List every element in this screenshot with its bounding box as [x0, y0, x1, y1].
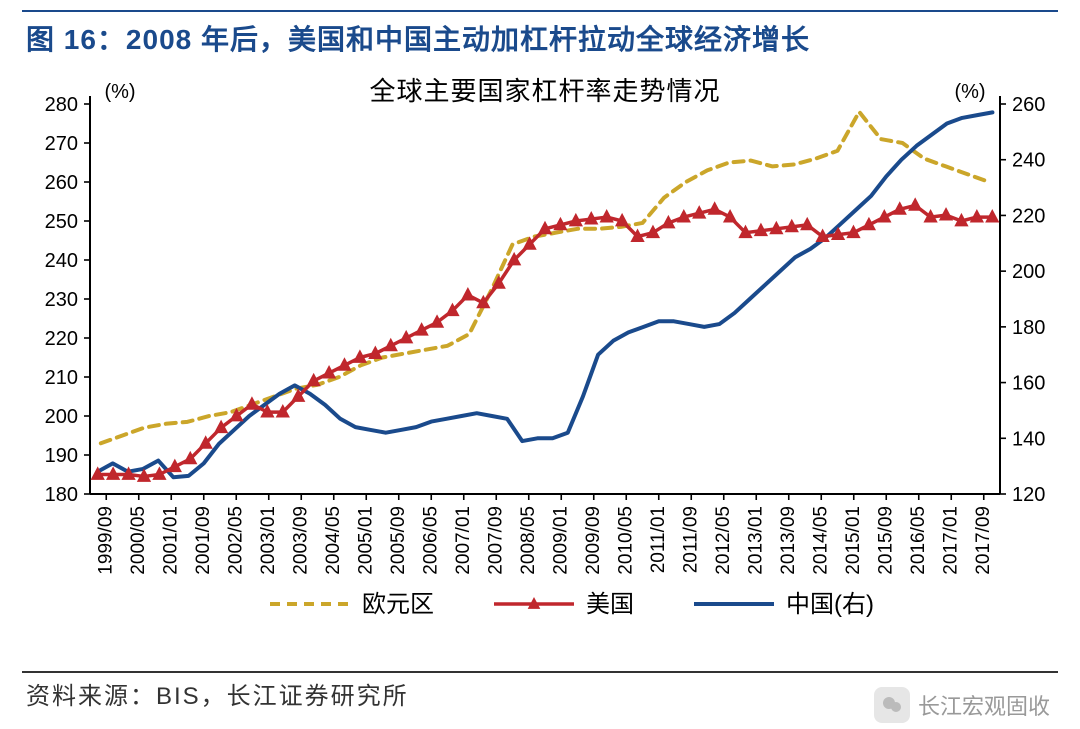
source-label: 资料来源：BIS，长江证券研究所	[26, 676, 409, 711]
line-chart: 180 190 200 210 220 230 240 250 260 270 280 120 140 1…	[0, 64, 1080, 666]
svg-text:210: 210	[45, 367, 78, 389]
svg-text:180: 180	[45, 484, 78, 506]
svg-text:2012/05: 2012/05	[713, 506, 734, 575]
svg-text:280: 280	[45, 94, 78, 116]
svg-text:230: 230	[45, 289, 78, 311]
svg-text:2001/01: 2001/01	[160, 506, 181, 575]
svg-text:欧元区: 欧元区	[362, 591, 434, 618]
watermark: 长江宏观固收	[874, 687, 1050, 723]
svg-text:2007/09: 2007/09	[485, 506, 506, 575]
svg-text:2000/05: 2000/05	[128, 506, 149, 575]
svg-text:2005/09: 2005/09	[388, 506, 409, 575]
svg-text:120: 120	[1012, 484, 1045, 506]
svg-text:2002/05: 2002/05	[225, 506, 246, 575]
svg-text:220: 220	[45, 328, 78, 350]
svg-text:2014/05: 2014/05	[810, 506, 831, 575]
svg-text:中国(右): 中国(右)	[786, 591, 874, 618]
svg-text:2016/05: 2016/05	[908, 506, 929, 575]
svg-text:200: 200	[45, 406, 78, 428]
svg-text:2010/05: 2010/05	[615, 506, 636, 575]
svg-text:2007/01: 2007/01	[453, 506, 474, 575]
svg-text:160: 160	[1012, 373, 1045, 395]
svg-text:180: 180	[1012, 317, 1045, 339]
svg-text:2013/01: 2013/01	[745, 506, 766, 575]
figure-container: 图 16：2008 年后，美国和中国主动加杠杆拉动全球经济增长 180 190 20…	[0, 0, 1080, 729]
svg-text:(%): (%)	[104, 81, 135, 103]
svg-text:240: 240	[45, 250, 78, 272]
bottom-rule	[22, 671, 1058, 673]
svg-text:全球主要国家杠杆率走势情况: 全球主要国家杠杆率走势情况	[369, 76, 720, 106]
svg-text:200: 200	[1012, 261, 1045, 283]
svg-text:美国: 美国	[586, 591, 634, 618]
svg-text:2015/01: 2015/01	[843, 506, 864, 575]
svg-text:2009/09: 2009/09	[583, 506, 604, 575]
svg-text:2004/05: 2004/05	[323, 506, 344, 575]
svg-text:2013/09: 2013/09	[778, 506, 799, 575]
figure-title: 图 16：2008 年后，美国和中国主动加杠杆拉动全球经济增长	[26, 18, 810, 58]
svg-text:2006/05: 2006/05	[420, 506, 441, 575]
svg-text:140: 140	[1012, 428, 1045, 450]
svg-text:220: 220	[1012, 205, 1045, 227]
wechat-icon	[874, 687, 910, 723]
svg-text:1999/09: 1999/09	[95, 506, 116, 575]
svg-text:2003/09: 2003/09	[290, 506, 311, 575]
svg-text:2003/01: 2003/01	[258, 506, 279, 575]
svg-text:2008/05: 2008/05	[518, 506, 539, 575]
svg-text:250: 250	[45, 211, 78, 233]
svg-text:2005/01: 2005/01	[355, 506, 376, 575]
svg-text:270: 270	[45, 133, 78, 155]
svg-text:2011/09: 2011/09	[680, 506, 701, 573]
svg-text:2011/01: 2011/01	[648, 506, 669, 573]
svg-text:260: 260	[1012, 94, 1045, 116]
svg-text:2017/09: 2017/09	[973, 506, 994, 575]
svg-text:2001/09: 2001/09	[193, 506, 214, 575]
svg-text:2017/01: 2017/01	[940, 506, 961, 575]
svg-text:240: 240	[1012, 150, 1045, 172]
svg-text:190: 190	[45, 445, 78, 467]
svg-text:260: 260	[45, 172, 78, 194]
svg-text:2015/09: 2015/09	[875, 506, 896, 575]
title-rule	[22, 10, 1058, 12]
watermark-text: 长江宏观固收	[918, 689, 1050, 721]
svg-text:2009/01: 2009/01	[550, 506, 571, 575]
svg-text:(%): (%)	[954, 81, 985, 103]
